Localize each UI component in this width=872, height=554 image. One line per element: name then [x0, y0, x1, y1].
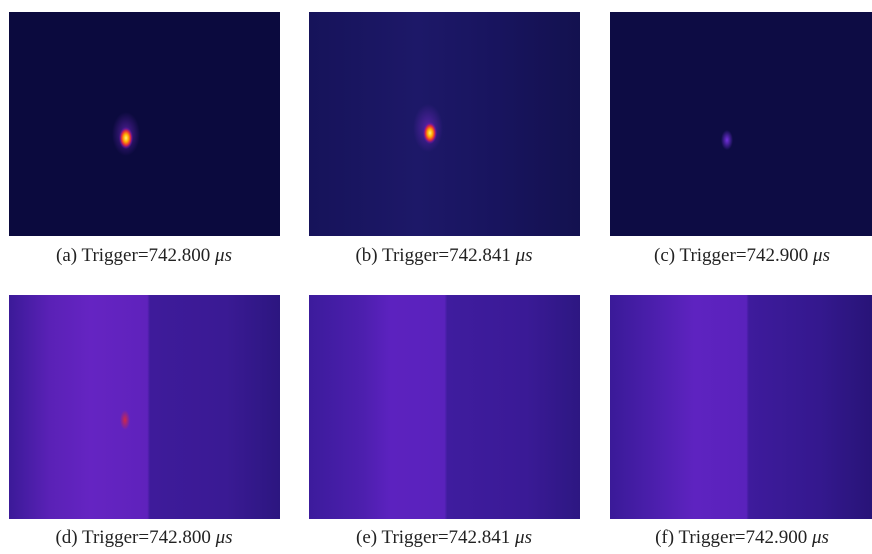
caption-label: (d) [55, 527, 78, 548]
caption-text: Trigger=742.800 [82, 527, 211, 548]
image-panel [309, 12, 580, 236]
caption: (f) Trigger=742.900 μs [592, 527, 872, 549]
caption-text: Trigger=742.841 [382, 245, 511, 266]
caption-text: Trigger=742.900 [678, 527, 808, 548]
caption-text: Trigger=742.841 [381, 527, 511, 548]
caption-text: Trigger=742.900 [679, 245, 809, 266]
caption-unit: μs [215, 527, 233, 548]
caption-unit: μs [515, 527, 532, 548]
caption: (a) Trigger=742.800 μs [0, 245, 294, 267]
image-panel [610, 295, 872, 519]
caption-text: Trigger=742.800 [81, 245, 211, 266]
image-panel [309, 295, 580, 519]
caption-unit: μs [515, 245, 533, 266]
caption-label: (c) [654, 245, 676, 266]
caption: (d) Trigger=742.800 μs [0, 527, 294, 549]
caption-label: (e) [356, 527, 378, 548]
caption-label: (a) [56, 245, 78, 266]
caption-unit: μs [812, 527, 829, 548]
caption-unit: μs [813, 245, 830, 266]
image-panel [9, 295, 280, 519]
caption: (c) Trigger=742.900 μs [592, 245, 872, 267]
image-panel [610, 12, 872, 236]
caption-unit: μs [215, 245, 232, 266]
caption: (b) Trigger=742.841 μs [294, 245, 594, 267]
caption-label: (b) [355, 245, 378, 266]
caption: (e) Trigger=742.841 μs [294, 527, 594, 549]
image-panel [9, 12, 280, 236]
caption-label: (f) [655, 527, 675, 548]
